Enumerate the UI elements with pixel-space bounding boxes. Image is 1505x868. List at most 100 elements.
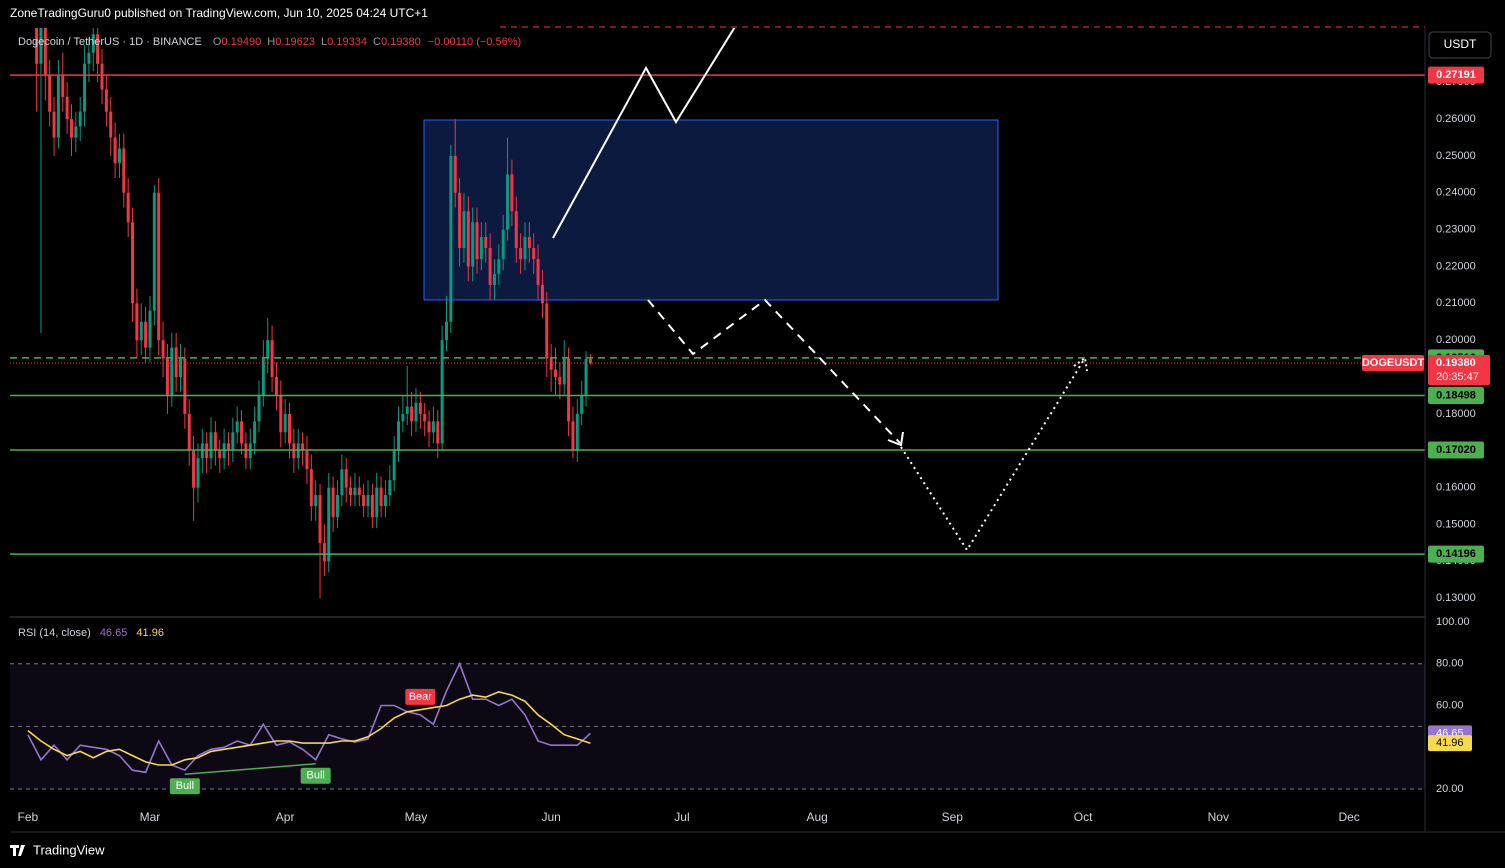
- candle-body: [209, 432, 213, 459]
- candle-body: [266, 340, 270, 359]
- candle-body: [449, 155, 453, 322]
- candle-body: [479, 236, 483, 260]
- candle-body: [91, 34, 95, 53]
- candle-body: [501, 229, 505, 260]
- y-tick-label: 0.16000: [1436, 482, 1476, 494]
- candle-body: [414, 402, 418, 422]
- bullish-path: [552, 28, 736, 239]
- candle-body: [488, 248, 492, 285]
- candle-body: [366, 494, 370, 507]
- candle-body: [187, 413, 191, 451]
- signal-label: Bull: [176, 780, 194, 792]
- candle-body: [405, 406, 409, 414]
- candle-body: [397, 421, 401, 451]
- candle-body: [174, 347, 178, 378]
- ohlc-key: H: [267, 36, 275, 48]
- candle-body: [104, 89, 108, 112]
- candle-body: [427, 421, 431, 433]
- ohlc-key: L: [321, 36, 327, 48]
- change: −0.00110 (−0.56%): [428, 36, 521, 48]
- candle-body: [165, 358, 169, 396]
- x-tick-label: Dec: [1338, 810, 1359, 824]
- currency-label[interactable]: USDT: [1444, 37, 1477, 51]
- axes: 0.130000.140000.150000.160000.170000.180…: [18, 76, 1476, 824]
- rsi-ma-value: 41.96: [136, 627, 164, 639]
- x-tick-label: May: [405, 810, 428, 824]
- level-label: 0.27191: [1436, 69, 1476, 81]
- candle-body: [43, 28, 47, 75]
- candle-body: [113, 137, 117, 164]
- candle-body: [87, 52, 91, 64]
- ohlc-value: 0.19334: [327, 36, 367, 48]
- candle-body: [126, 192, 130, 223]
- candle-body: [61, 74, 65, 97]
- y-tick-label: 0.26000: [1436, 113, 1476, 125]
- level-badge: [1428, 66, 1484, 84]
- candle-body: [83, 63, 87, 112]
- candle-body: [56, 74, 60, 138]
- candle-body: [39, 28, 43, 64]
- x-tick-label: Aug: [806, 810, 827, 824]
- candles: [35, 28, 592, 599]
- currency-button[interactable]: [1428, 31, 1492, 59]
- candle-body: [575, 413, 579, 451]
- countdown-label: 20:35:47: [1436, 371, 1479, 383]
- y-tick-label: 0.25000: [1436, 150, 1476, 162]
- candle-body: [527, 236, 531, 249]
- candle-body: [305, 450, 309, 470]
- candle-body: [161, 340, 165, 359]
- level-label: 0.14196: [1436, 548, 1476, 560]
- candle-body: [344, 469, 348, 488]
- candle-body: [74, 126, 78, 138]
- candle-body: [100, 63, 104, 90]
- rsi-title: RSI (14, close): [18, 627, 91, 639]
- rsi-tick-label: 100.00: [1436, 616, 1470, 628]
- watermark: TradingView: [33, 842, 105, 857]
- candle-body: [48, 74, 52, 112]
- signal-badge: [405, 688, 436, 705]
- candle-body: [458, 192, 462, 249]
- x-tick-label: Sep: [942, 810, 964, 824]
- bearish-path: [647, 298, 901, 444]
- symbol-badge: [1362, 355, 1424, 372]
- x-tick-label: Apr: [276, 810, 295, 824]
- candle-body: [558, 377, 562, 385]
- candle-body: [571, 421, 575, 451]
- projections: [552, 28, 1088, 552]
- candle-body: [327, 487, 331, 562]
- logo: [10, 845, 25, 856]
- candle-body: [388, 480, 392, 495]
- candle-body: [375, 487, 379, 518]
- candle-body: [270, 340, 274, 378]
- candle-body: [510, 174, 514, 212]
- candle-body: [519, 248, 523, 260]
- candle-body: [506, 174, 510, 230]
- rsi-tick-label: 60.00: [1436, 699, 1464, 711]
- candle-body: [357, 487, 361, 495]
- candle-body: [135, 303, 139, 341]
- ohlc-value: 0.19380: [381, 36, 421, 48]
- candle-body: [309, 469, 313, 507]
- candle-body: [314, 494, 318, 507]
- candle-body: [144, 321, 148, 348]
- ohlc-value: 0.19623: [275, 36, 315, 48]
- candle-body: [279, 395, 283, 433]
- divergence-line: [184, 763, 316, 775]
- candle-body: [370, 494, 374, 518]
- candle-body: [431, 421, 435, 433]
- level-badge: [1428, 441, 1484, 459]
- symbol: Dogecoin / TetherUS · 1D · BINANCE: [18, 36, 202, 48]
- candle-body: [492, 273, 496, 285]
- rsi-ma-line: [27, 691, 591, 766]
- candle-body: [410, 406, 414, 422]
- candle-body: [261, 358, 265, 396]
- candle-body: [580, 395, 584, 414]
- candle-body: [301, 443, 305, 451]
- candle-body: [475, 222, 479, 260]
- candle-body: [523, 236, 527, 260]
- y-tick-label: 0.20000: [1436, 334, 1476, 346]
- last-price-label: 0.19380: [1436, 357, 1476, 369]
